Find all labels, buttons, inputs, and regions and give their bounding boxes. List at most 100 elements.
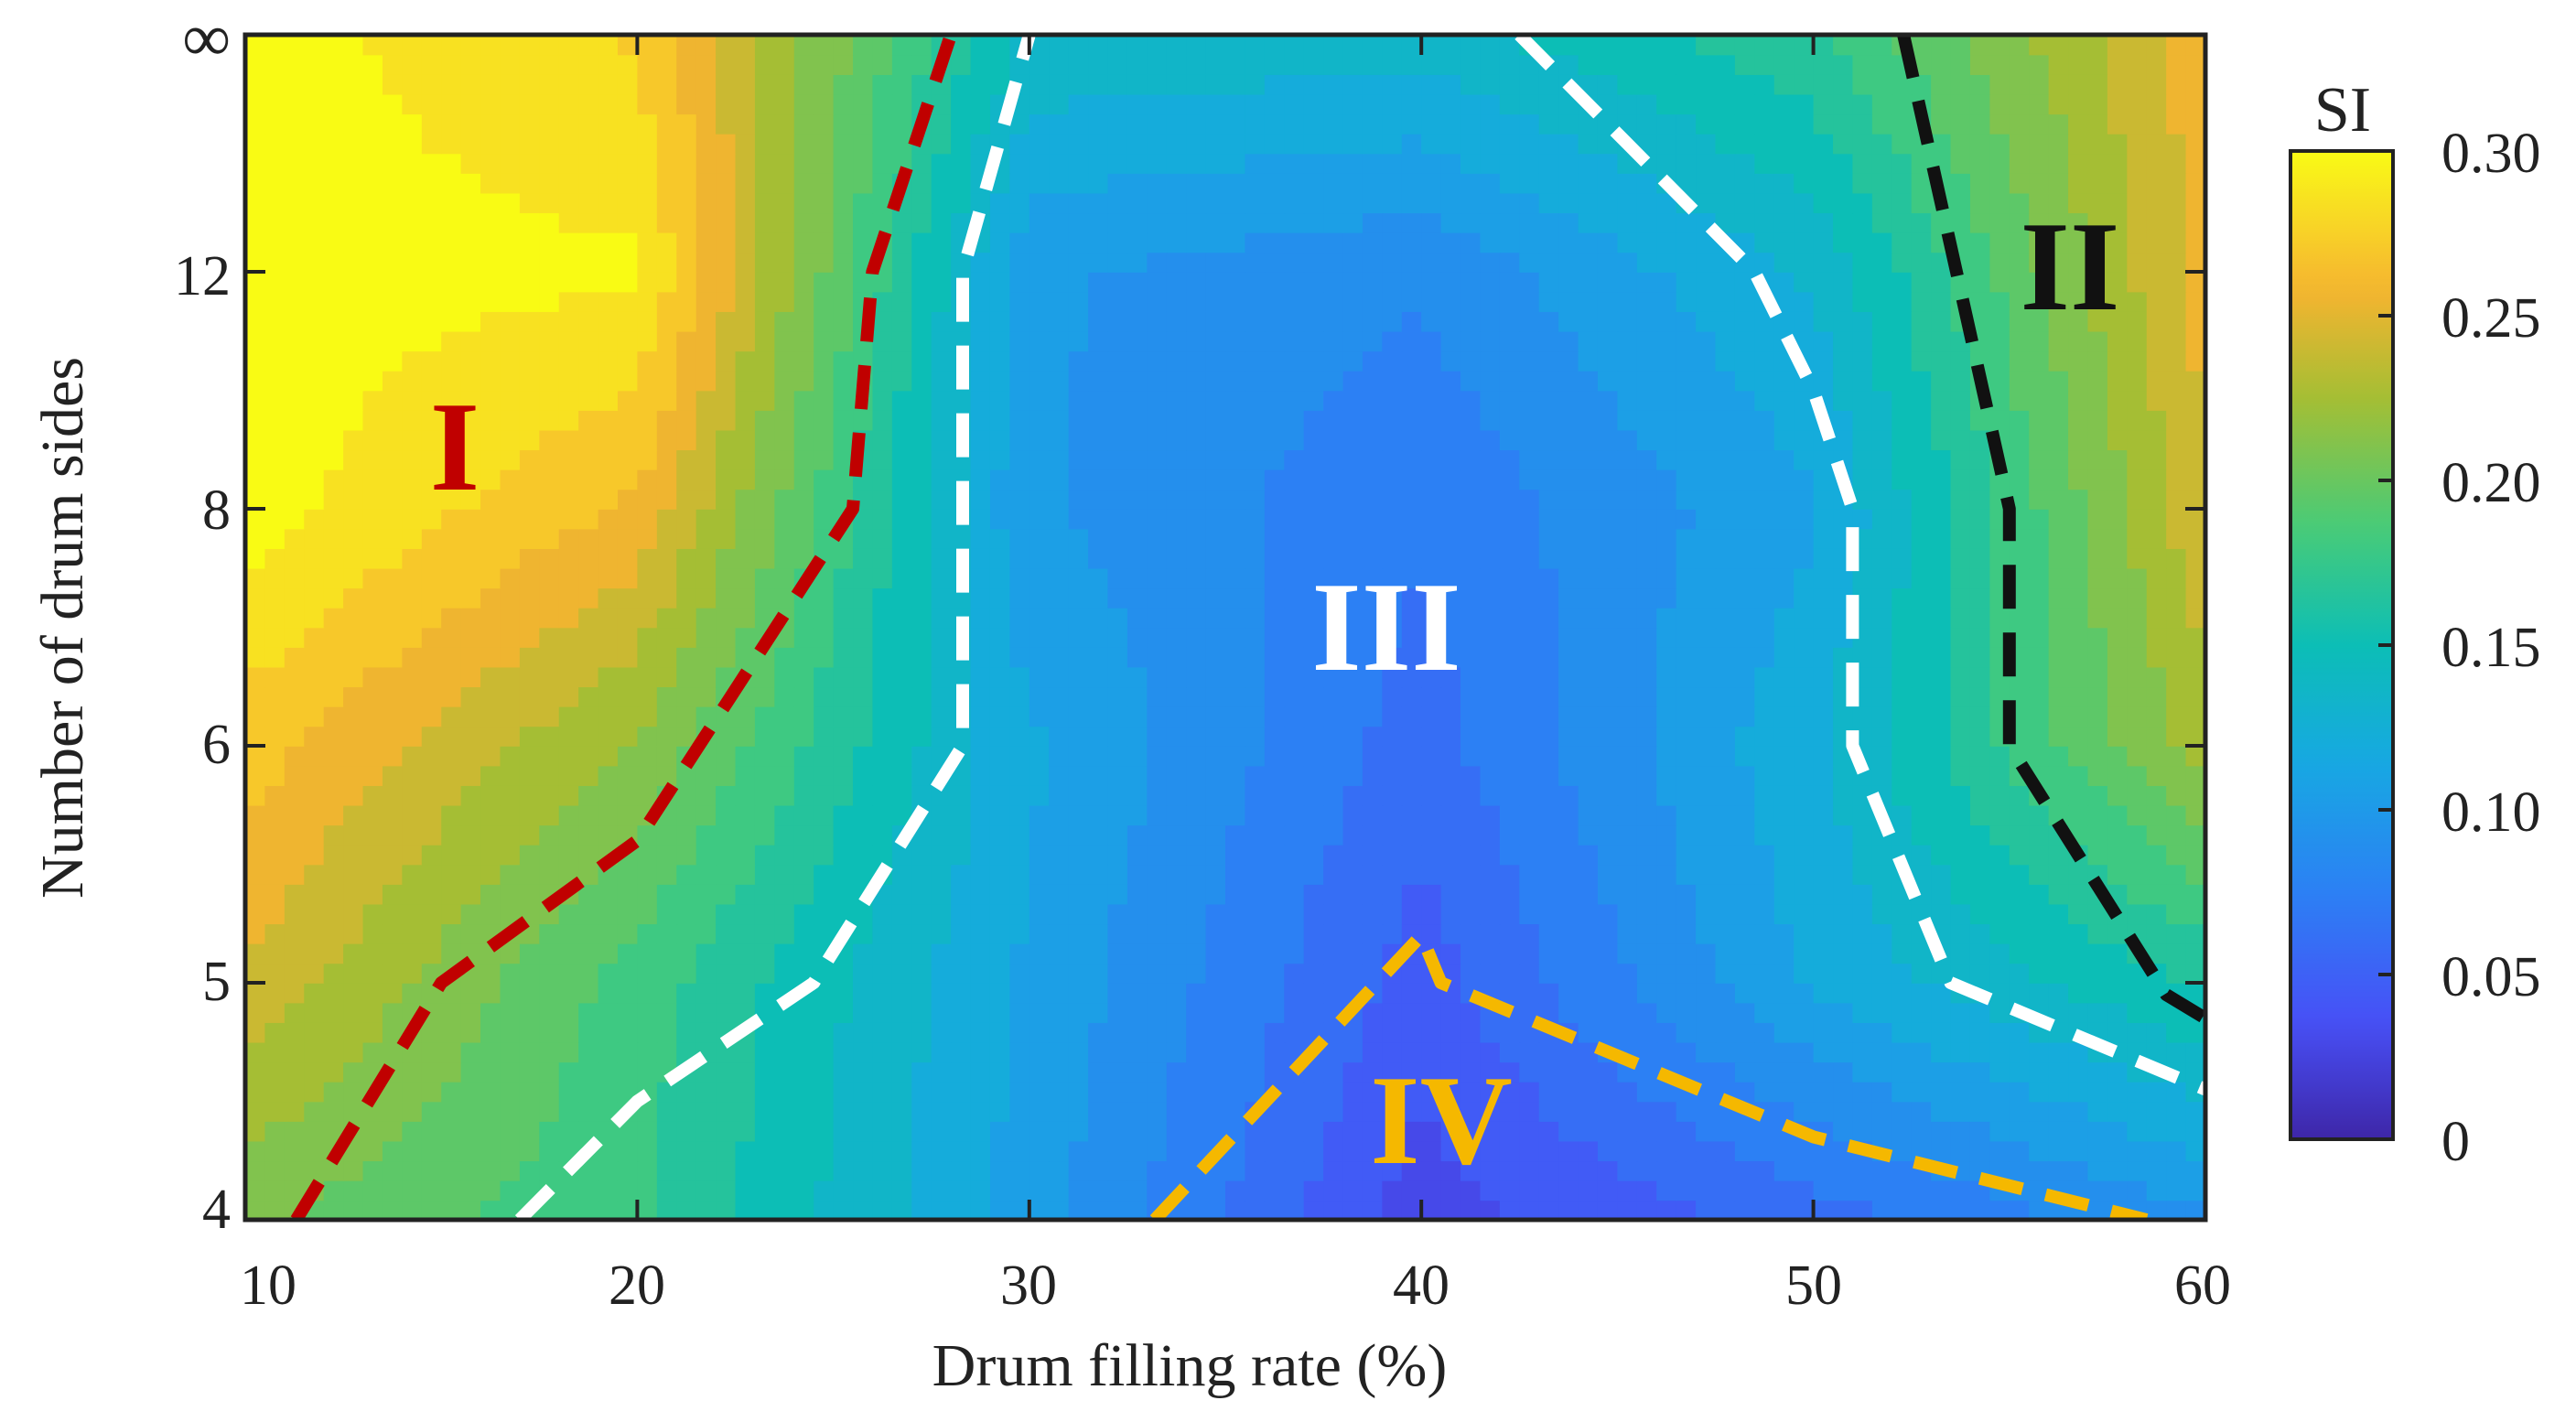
heatmap-cell — [460, 765, 481, 786]
heatmap-cell — [539, 390, 560, 411]
heatmap-cell — [539, 726, 560, 747]
heatmap-cell — [1362, 1180, 1384, 1201]
heatmap-cell — [1696, 844, 1717, 866]
heatmap-cell — [245, 330, 266, 352]
heatmap-cell — [814, 923, 835, 944]
heatmap-cell — [1382, 706, 1403, 727]
heatmap-cell — [2087, 666, 2108, 688]
heatmap-cell — [1734, 291, 1756, 312]
heatmap-cell — [1166, 1061, 1187, 1083]
heatmap-cell — [245, 1121, 266, 1142]
heatmap-cell — [1538, 350, 1559, 372]
heatmap-cell — [872, 765, 893, 786]
heatmap-cell — [2146, 548, 2167, 569]
heatmap-cell — [735, 252, 756, 273]
heatmap-cell — [245, 627, 266, 648]
heatmap-cell — [578, 1081, 599, 1103]
heatmap-cell — [1578, 1002, 1599, 1023]
heatmap-cell — [1950, 844, 1971, 866]
heatmap-cell — [1401, 1061, 1422, 1083]
heatmap-cell — [695, 528, 717, 549]
heatmap-cell — [1931, 765, 1952, 786]
heatmap-cell — [2029, 864, 2050, 885]
heatmap-cell — [2166, 1121, 2187, 1142]
heatmap-cell — [304, 1121, 325, 1142]
heatmap-cell — [245, 429, 266, 451]
heatmap-cell — [1126, 1160, 1148, 1181]
heatmap-cell — [1931, 1061, 1952, 1083]
heatmap-cell — [1950, 1002, 1971, 1023]
heatmap-cell — [1538, 469, 1559, 490]
heatmap-cell — [1401, 528, 1422, 549]
heatmap-cell — [931, 1081, 952, 1103]
heatmap-cell — [1892, 1081, 1913, 1103]
heatmap-cell — [2068, 647, 2089, 668]
heatmap-cell — [1126, 429, 1148, 451]
heatmap-cell — [402, 567, 423, 589]
heatmap-cell — [774, 686, 795, 707]
heatmap-cell — [480, 252, 501, 273]
heatmap-cell — [814, 1002, 835, 1023]
heatmap-cell — [1538, 864, 1559, 885]
heatmap-cell — [578, 963, 599, 984]
heatmap-cell — [2185, 469, 2205, 490]
heatmap-cell — [1754, 1081, 1775, 1103]
heatmap-cell — [735, 607, 756, 629]
heatmap-cell — [1323, 370, 1344, 392]
heatmap-cell — [1088, 1061, 1109, 1083]
heatmap-cell — [519, 607, 541, 629]
heatmap-cell — [1892, 350, 1913, 372]
heatmap-cell — [2009, 350, 2031, 372]
heatmap-cell — [1499, 548, 1521, 569]
heatmap-cell — [1676, 765, 1697, 786]
heatmap-cell — [343, 567, 364, 589]
heatmap-cell — [519, 1140, 541, 1162]
heatmap-cell — [304, 923, 325, 944]
heatmap-cell — [1676, 943, 1697, 964]
heatmap-cell — [1656, 726, 1677, 747]
heatmap-cell — [2107, 410, 2129, 431]
heatmap-cell — [695, 252, 717, 273]
heatmap-cell — [441, 686, 462, 707]
heatmap-cell — [676, 923, 697, 944]
heatmap-cell — [1597, 1101, 1619, 1122]
heatmap-cell — [1696, 943, 1717, 964]
heatmap-cell — [1107, 1022, 1128, 1043]
heatmap-cell — [793, 746, 814, 767]
heatmap-cell — [539, 272, 560, 293]
heatmap-cell — [814, 1140, 835, 1162]
heatmap-cell — [911, 548, 932, 569]
heatmap-cell — [989, 548, 1011, 569]
heatmap-cell — [1871, 963, 1893, 984]
heatmap-cell — [1969, 903, 1991, 925]
heatmap-cell — [2146, 429, 2167, 451]
heatmap-cell — [1382, 804, 1403, 826]
heatmap-cell — [1794, 1140, 1815, 1162]
heatmap-cell — [1284, 726, 1305, 747]
heatmap-cell — [421, 330, 442, 352]
heatmap-cell — [362, 864, 383, 885]
heatmap-cell — [598, 1140, 619, 1162]
heatmap-cell — [1107, 706, 1128, 727]
heatmap-cell — [2127, 232, 2148, 253]
heatmap-cell — [2029, 449, 2050, 470]
heatmap-cell — [2185, 804, 2205, 826]
heatmap-cell — [1421, 330, 1442, 352]
heatmap-cell — [2029, 469, 2050, 490]
heatmap-cell — [1676, 1101, 1697, 1122]
heatmap-cell — [2068, 1041, 2089, 1063]
heatmap-cell — [1833, 864, 1854, 885]
heatmap-cell — [1362, 1160, 1384, 1181]
heatmap-cell — [1852, 963, 1873, 984]
heatmap-cell — [1499, 1180, 1521, 1201]
heatmap-cell — [1323, 1121, 1344, 1142]
heatmap-cell — [1499, 567, 1521, 589]
heatmap-cell — [2185, 548, 2205, 569]
heatmap-cell — [598, 509, 619, 530]
heatmap-cell — [539, 1041, 560, 1063]
heatmap-cell — [1754, 864, 1775, 885]
heatmap-cell — [1892, 232, 1913, 253]
heatmap-cell — [1558, 607, 1579, 629]
heatmap-cell — [716, 1061, 737, 1083]
heatmap-cell — [1147, 410, 1168, 431]
